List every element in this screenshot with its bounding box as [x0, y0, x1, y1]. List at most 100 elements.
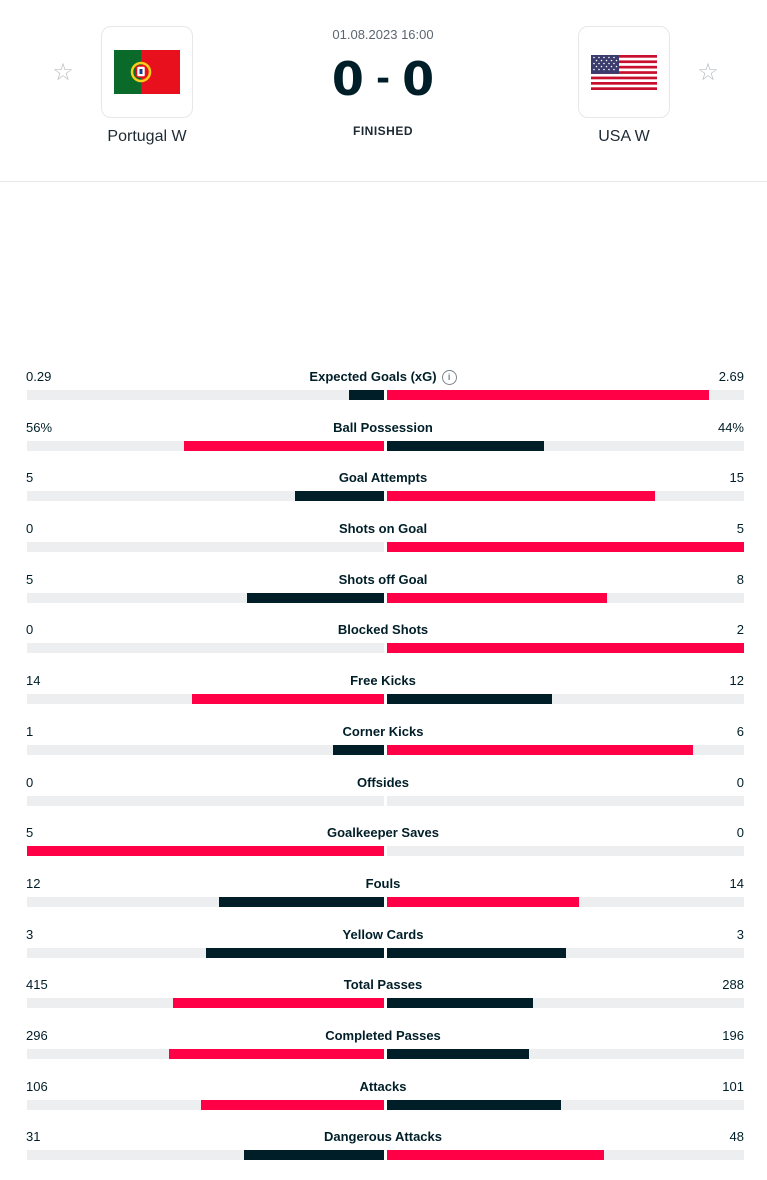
stat-away-bar — [387, 998, 534, 1009]
stat-row: 3 Yellow Cards 3 — [0, 924, 767, 975]
stat-category: Goalkeeper Saves — [183, 825, 583, 840]
stat-away-bar-track — [387, 491, 744, 502]
stat-away-bar-track — [387, 542, 744, 553]
stat-away-bar-track — [387, 947, 744, 958]
stat-home-value: 5 — [26, 825, 34, 841]
stat-away-bar-track — [387, 896, 744, 907]
stat-category: Completed Passes — [183, 1028, 583, 1043]
stat-home-bar-track — [27, 795, 384, 806]
stat-home-bar-track — [27, 592, 384, 603]
stat-away-value: 14 — [729, 875, 744, 891]
stat-home-bar-track — [27, 896, 384, 907]
stat-away-bar — [387, 542, 744, 553]
stat-away-bar — [387, 440, 545, 451]
away-team-logo[interactable] — [578, 26, 670, 118]
stat-away-value: 12 — [729, 673, 744, 689]
stat-category: Goal Attempts — [183, 470, 583, 485]
stat-away-bar-track — [387, 1099, 744, 1110]
stat-row: 415 Total Passes 288 — [0, 974, 767, 1025]
stat-home-bar — [243, 1150, 384, 1161]
stat-home-bar-track — [27, 1099, 384, 1110]
stat-home-bar — [219, 896, 384, 907]
stat-home-value: 5 — [26, 470, 34, 486]
stat-row: 0.29 Expected Goals (xG) i 2.69 — [0, 366, 767, 417]
stat-home-value: 12 — [26, 875, 41, 891]
stat-home-bar-track — [27, 998, 384, 1009]
stat-away-bar-track — [387, 846, 744, 857]
stat-category: Attacks — [183, 1079, 583, 1094]
stat-home-bar — [246, 592, 384, 603]
stat-row: 31 Dangerous Attacks 48 — [0, 1126, 767, 1177]
stat-category-label: Expected Goals (xG) — [309, 369, 437, 384]
stat-home-bar — [201, 1099, 384, 1110]
home-team-logo[interactable] — [101, 26, 193, 118]
stat-home-bar-track — [27, 947, 384, 958]
star-icon[interactable]: ☆ — [697, 59, 719, 86]
stat-away-bar — [387, 1150, 604, 1161]
stat-away-bar — [387, 1048, 530, 1059]
stat-away-bar-track — [387, 998, 744, 1009]
stat-row: 0 Blocked Shots 2 — [0, 619, 767, 670]
stat-category-label: Shots off Goal — [338, 571, 428, 587]
stat-home-bar-track — [27, 390, 384, 400]
stat-category-label: Shots on Goal — [338, 521, 428, 537]
stat-away-bar-track — [387, 795, 744, 806]
match-header: ☆ Portugal W 01.08.2023 16:00 0 - 0 FINI… — [0, 0, 767, 182]
stat-away-bar-track — [387, 440, 744, 451]
stat-home-bar — [349, 390, 384, 400]
stat-row: 14 Free Kicks 12 — [0, 670, 767, 721]
stat-home-value: 106 — [26, 1078, 48, 1094]
stat-away-bar — [387, 592, 607, 603]
away-score: 0 — [402, 52, 435, 106]
stat-away-bar-track — [387, 592, 744, 603]
home-score: 0 — [331, 52, 364, 106]
home-team-name[interactable]: Portugal W — [107, 128, 187, 145]
stat-category: Free Kicks — [183, 673, 583, 688]
stat-category-label: Fouls — [365, 875, 401, 891]
stat-home-value: 0 — [26, 622, 34, 638]
stat-home-value: 0.29 — [26, 369, 52, 384]
stat-category-label: Offsides — [356, 774, 409, 790]
stat-home-value: 0 — [26, 774, 34, 790]
info-icon[interactable]: i — [441, 370, 457, 385]
stat-category-label: Total Passes — [343, 977, 423, 993]
stat-home-value: 3 — [26, 926, 34, 942]
stat-row: 5 Goal Attempts 15 — [0, 467, 767, 518]
stat-away-value: 15 — [729, 470, 744, 486]
stat-home-value: 415 — [26, 977, 48, 993]
score-separator: - — [375, 59, 391, 99]
stat-category: Blocked Shots — [183, 622, 583, 637]
stat-category-label: Yellow Cards — [342, 926, 424, 942]
stat-away-bar-track — [387, 643, 744, 654]
stat-category-label: Ball Possession — [333, 419, 433, 435]
stat-away-bar — [387, 947, 566, 958]
star-icon[interactable]: ☆ — [52, 59, 74, 86]
stat-home-bar — [169, 1048, 384, 1059]
stat-home-bar-track — [27, 491, 384, 502]
stat-home-bar-track — [27, 440, 384, 451]
usa-flag-icon — [591, 54, 657, 90]
stat-away-value: 0 — [736, 825, 744, 841]
scoreboard: 0 - 0 — [283, 50, 483, 108]
stat-row: 1 Corner Kicks 6 — [0, 721, 767, 772]
stat-home-value: 56% — [26, 419, 53, 435]
stat-away-value: 48 — [729, 1129, 744, 1145]
stat-category: Ball Possession — [183, 420, 583, 435]
stat-away-value: 101 — [722, 1078, 744, 1094]
stat-category-label: Free Kicks — [350, 673, 416, 689]
stat-away-value: 44% — [717, 419, 744, 435]
stat-home-bar — [173, 998, 384, 1009]
match-status: FINISHED — [352, 124, 413, 138]
stat-away-value: 288 — [722, 977, 744, 993]
stat-home-bar — [27, 846, 384, 857]
stat-away-value: 196 — [722, 1027, 744, 1043]
stat-row: 0 Offsides 0 — [0, 772, 767, 823]
portugal-flag-icon — [114, 50, 180, 94]
stat-category: Offsides — [183, 775, 583, 790]
stat-category-label: Attacks — [359, 1078, 407, 1094]
stat-category: Total Passes — [183, 977, 583, 992]
away-team-name[interactable]: USA W — [598, 128, 650, 145]
stat-row: 296 Completed Passes 196 — [0, 1025, 767, 1076]
stat-row: 5 Shots off Goal 8 — [0, 569, 767, 620]
stat-away-bar-track — [387, 1048, 744, 1059]
